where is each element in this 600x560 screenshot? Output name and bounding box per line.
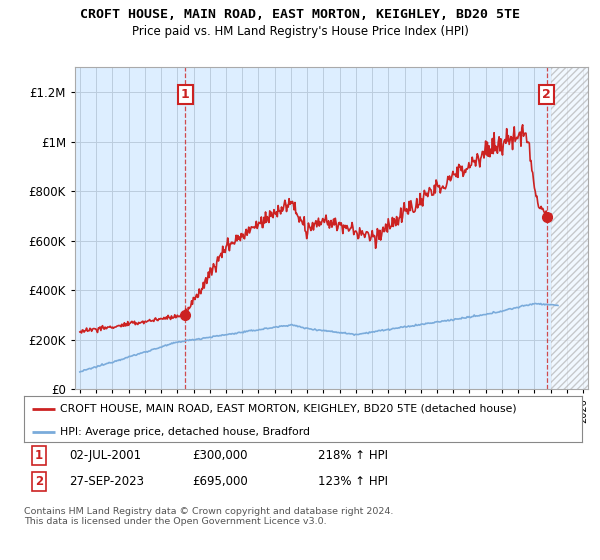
Text: 2: 2 (542, 88, 551, 101)
Text: 218% ↑ HPI: 218% ↑ HPI (318, 449, 388, 462)
Text: CROFT HOUSE, MAIN ROAD, EAST MORTON, KEIGHLEY, BD20 5TE: CROFT HOUSE, MAIN ROAD, EAST MORTON, KEI… (80, 8, 520, 21)
Text: 2: 2 (35, 475, 43, 488)
Text: 1: 1 (35, 449, 43, 462)
Text: 123% ↑ HPI: 123% ↑ HPI (318, 475, 388, 488)
Text: Price paid vs. HM Land Registry's House Price Index (HPI): Price paid vs. HM Land Registry's House … (131, 25, 469, 38)
Text: HPI: Average price, detached house, Bradford: HPI: Average price, detached house, Brad… (60, 427, 310, 437)
Text: Contains HM Land Registry data © Crown copyright and database right 2024.
This d: Contains HM Land Registry data © Crown c… (24, 507, 394, 526)
Text: 1: 1 (181, 88, 190, 101)
Text: 02-JUL-2001: 02-JUL-2001 (69, 449, 141, 462)
Text: CROFT HOUSE, MAIN ROAD, EAST MORTON, KEIGHLEY, BD20 5TE (detached house): CROFT HOUSE, MAIN ROAD, EAST MORTON, KEI… (60, 404, 517, 414)
Text: £695,000: £695,000 (192, 475, 248, 488)
Text: £300,000: £300,000 (192, 449, 248, 462)
Bar (551, 67, 591, 389)
Text: 27-SEP-2023: 27-SEP-2023 (69, 475, 144, 488)
